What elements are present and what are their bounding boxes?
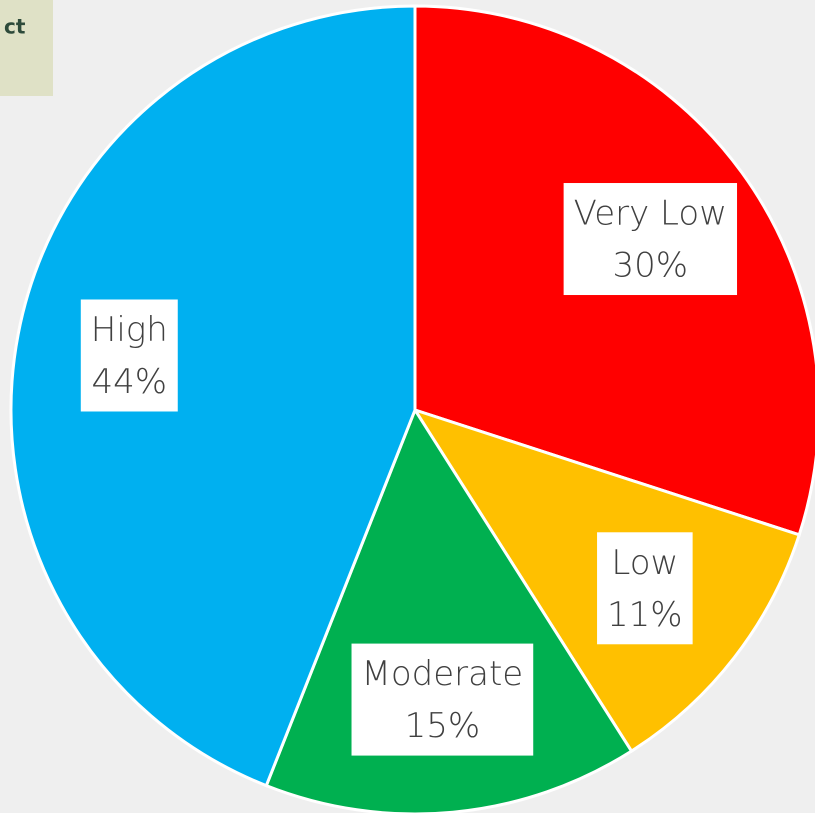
label-box (597, 532, 693, 645)
data-label: Very Low 30% (563, 183, 738, 296)
category-label: Very Low (574, 194, 727, 234)
data-label: Low 11% (597, 532, 693, 645)
label-box (563, 183, 738, 296)
label-box (351, 643, 534, 756)
header-fragment: ct (4, 15, 26, 39)
category-label: High (91, 310, 168, 350)
value-label: 30% (613, 246, 689, 286)
header-box (0, 0, 53, 96)
data-label: Moderate 15% (351, 643, 534, 756)
pie-slice (9, 4, 417, 788)
data-label: High 44% (80, 299, 178, 412)
labels: Very Low 30% Low 11% Moderate 15% High 44% (80, 183, 738, 756)
category-label: Moderate (362, 654, 524, 694)
value-label: 11% (607, 595, 683, 635)
value-label: 15% (405, 706, 481, 746)
category-label: Low (611, 543, 678, 583)
label-box (80, 299, 178, 412)
value-label: 44% (91, 362, 167, 402)
